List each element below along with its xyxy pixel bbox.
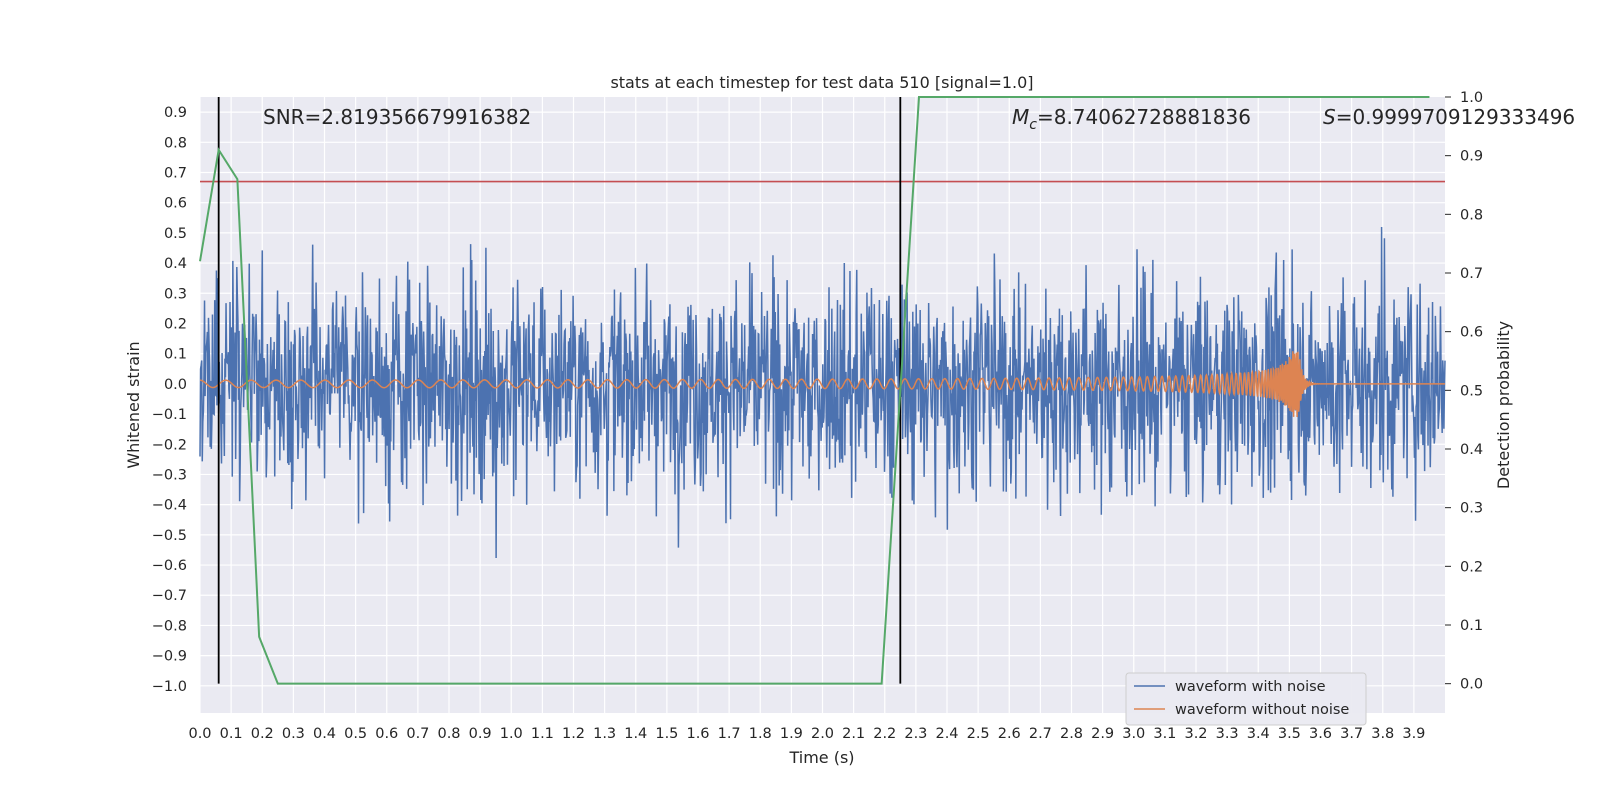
y-left-tick-label: 0.3 <box>164 286 187 302</box>
y-left-tick-label: 0.8 <box>164 135 187 151</box>
legend-label-noise: waveform with noise <box>1175 679 1326 695</box>
x-tick-label: 3.0 <box>1122 726 1145 742</box>
x-tick-label: 2.8 <box>1060 726 1083 742</box>
y-left-tick-label: −0.3 <box>152 467 187 483</box>
x-tick-label: 0.7 <box>406 726 429 742</box>
y-right-tick-label: 0.3 <box>1460 501 1483 517</box>
y-right-tick-label: 0.7 <box>1460 266 1483 282</box>
y-left-tick-label: 0.1 <box>164 347 187 363</box>
series-waveform-with-noise <box>199 226 1446 559</box>
x-axis-ticks: 0.0 0.1 0.2 0.3 0.4 0.5 0.6 0.7 0.8 0.9 1.0 1.1 1.2 1… <box>188 726 1425 742</box>
x-tick-label: 2.1 <box>842 726 865 742</box>
snr-annotation: SNR=2.819356679916382 <box>263 105 531 129</box>
x-tick-label: 3.1 <box>1153 726 1176 742</box>
y-right-tick-label: 1.0 <box>1460 90 1483 106</box>
x-tick-label: 0.0 <box>188 726 211 742</box>
x-tick-label: 3.6 <box>1309 726 1332 742</box>
x-tick-label: 0.2 <box>251 726 274 742</box>
y-axis-left-label: Whitened strain <box>124 341 143 468</box>
s-value: =0.9999709129333496 <box>1336 105 1575 129</box>
x-tick-label: 0.4 <box>313 726 336 742</box>
x-tick-label: 2.4 <box>935 726 958 742</box>
y-left-tick-label: −0.8 <box>152 618 187 634</box>
x-tick-label: 3.9 <box>1402 726 1425 742</box>
y-axis-right-ticks: 1.0 0.9 0.8 0.7 0.6 0.5 0.4 0.3 0.2 0.1 0.0 <box>1445 90 1483 693</box>
x-tick-label: 1.9 <box>780 726 803 742</box>
y-left-tick-label: −0.9 <box>152 649 187 665</box>
y-left-tick-label: −1.0 <box>152 679 187 695</box>
chirp-mass-annotation: Mc=8.74062728881836 <box>1012 105 1251 133</box>
x-tick-label: 0.6 <box>375 726 398 742</box>
x-tick-label: 2.2 <box>873 726 896 742</box>
y-right-tick-label: 0.9 <box>1460 149 1483 165</box>
x-tick-label: 1.5 <box>655 726 678 742</box>
mc-symbol: M <box>1012 105 1029 129</box>
x-tick-label: 2.7 <box>1029 726 1052 742</box>
x-tick-label: 0.5 <box>344 726 367 742</box>
legend: waveform with noise waveform without noi… <box>1125 672 1367 726</box>
y-left-tick-label: −0.6 <box>152 558 187 574</box>
y-left-tick-label: 0.6 <box>164 196 187 212</box>
x-tick-label: 3.4 <box>1247 726 1270 742</box>
x-tick-label: 2.3 <box>904 726 927 742</box>
x-tick-label: 2.6 <box>998 726 1021 742</box>
s-annotation: S=0.9999709129333496 <box>1323 105 1575 129</box>
y-left-tick-label: −0.4 <box>152 498 187 514</box>
plot-area <box>199 96 1446 685</box>
y-right-tick-label: 0.5 <box>1460 383 1483 399</box>
x-tick-label: 3.5 <box>1278 726 1301 742</box>
x-tick-label: 3.3 <box>1216 726 1239 742</box>
x-tick-label: 0.3 <box>282 726 305 742</box>
y-right-tick-label: 0.6 <box>1460 325 1483 341</box>
series-detection-probability <box>199 96 1430 685</box>
y-axis-right-label: Detection probability <box>1494 321 1513 489</box>
x-tick-label: 3.7 <box>1340 726 1363 742</box>
x-tick-label: 1.1 <box>531 726 554 742</box>
y-right-tick-label: 0.1 <box>1460 618 1483 634</box>
y-right-tick-label: 0.8 <box>1460 207 1483 223</box>
y-left-tick-label: 0.0 <box>164 377 187 393</box>
chart-title: stats at each timestep for test data 510… <box>610 73 1033 92</box>
y-right-tick-label: 0.2 <box>1460 559 1483 575</box>
probability-line <box>199 96 1430 685</box>
x-tick-label: 3.2 <box>1184 726 1207 742</box>
x-axis-label: Time (s) <box>788 748 854 767</box>
series-waveform-without-noise <box>199 351 1445 418</box>
y-left-tick-label: −0.1 <box>152 407 187 423</box>
y-right-tick-label: 0.0 <box>1460 677 1483 693</box>
legend-label-clean: waveform without noise <box>1175 702 1349 718</box>
mc-subscript: c <box>1029 117 1037 133</box>
x-tick-label: 1.6 <box>686 726 709 742</box>
y-axis-left-ticks: 0.9 0.8 0.7 0.6 0.5 0.4 0.3 0.2 0.1 0.0 −0.1 −0.2 −0… <box>152 105 187 695</box>
mc-value: =8.74062728881836 <box>1037 105 1251 129</box>
y-left-tick-label: 0.5 <box>164 226 187 242</box>
clean-waveform-line <box>199 351 1445 418</box>
y-left-tick-label: 0.2 <box>164 316 187 332</box>
x-tick-label: 1.8 <box>749 726 772 742</box>
x-tick-label: 3.8 <box>1371 726 1394 742</box>
x-tick-label: 1.4 <box>624 726 647 742</box>
noise-waveform-line <box>199 226 1446 559</box>
x-tick-label: 2.0 <box>811 726 834 742</box>
x-tick-label: 0.1 <box>220 726 243 742</box>
y-left-tick-label: 0.7 <box>164 165 187 181</box>
y-left-tick-label: −0.5 <box>152 528 187 544</box>
y-left-tick-label: 0.9 <box>164 105 187 121</box>
x-tick-label: 0.8 <box>437 726 460 742</box>
s-symbol: S <box>1323 105 1336 129</box>
x-tick-label: 1.3 <box>593 726 616 742</box>
x-tick-label: 2.5 <box>967 726 990 742</box>
x-tick-label: 1.2 <box>562 726 585 742</box>
x-tick-label: 0.9 <box>469 726 492 742</box>
y-left-tick-label: 0.4 <box>164 256 187 272</box>
x-tick-label: 1.0 <box>500 726 523 742</box>
y-left-tick-label: −0.2 <box>152 437 187 453</box>
x-tick-label: 2.9 <box>1091 726 1114 742</box>
x-tick-label: 1.7 <box>718 726 741 742</box>
legend-box <box>1125 672 1367 726</box>
y-right-tick-label: 0.4 <box>1460 442 1483 458</box>
y-left-tick-label: −0.7 <box>152 588 187 604</box>
